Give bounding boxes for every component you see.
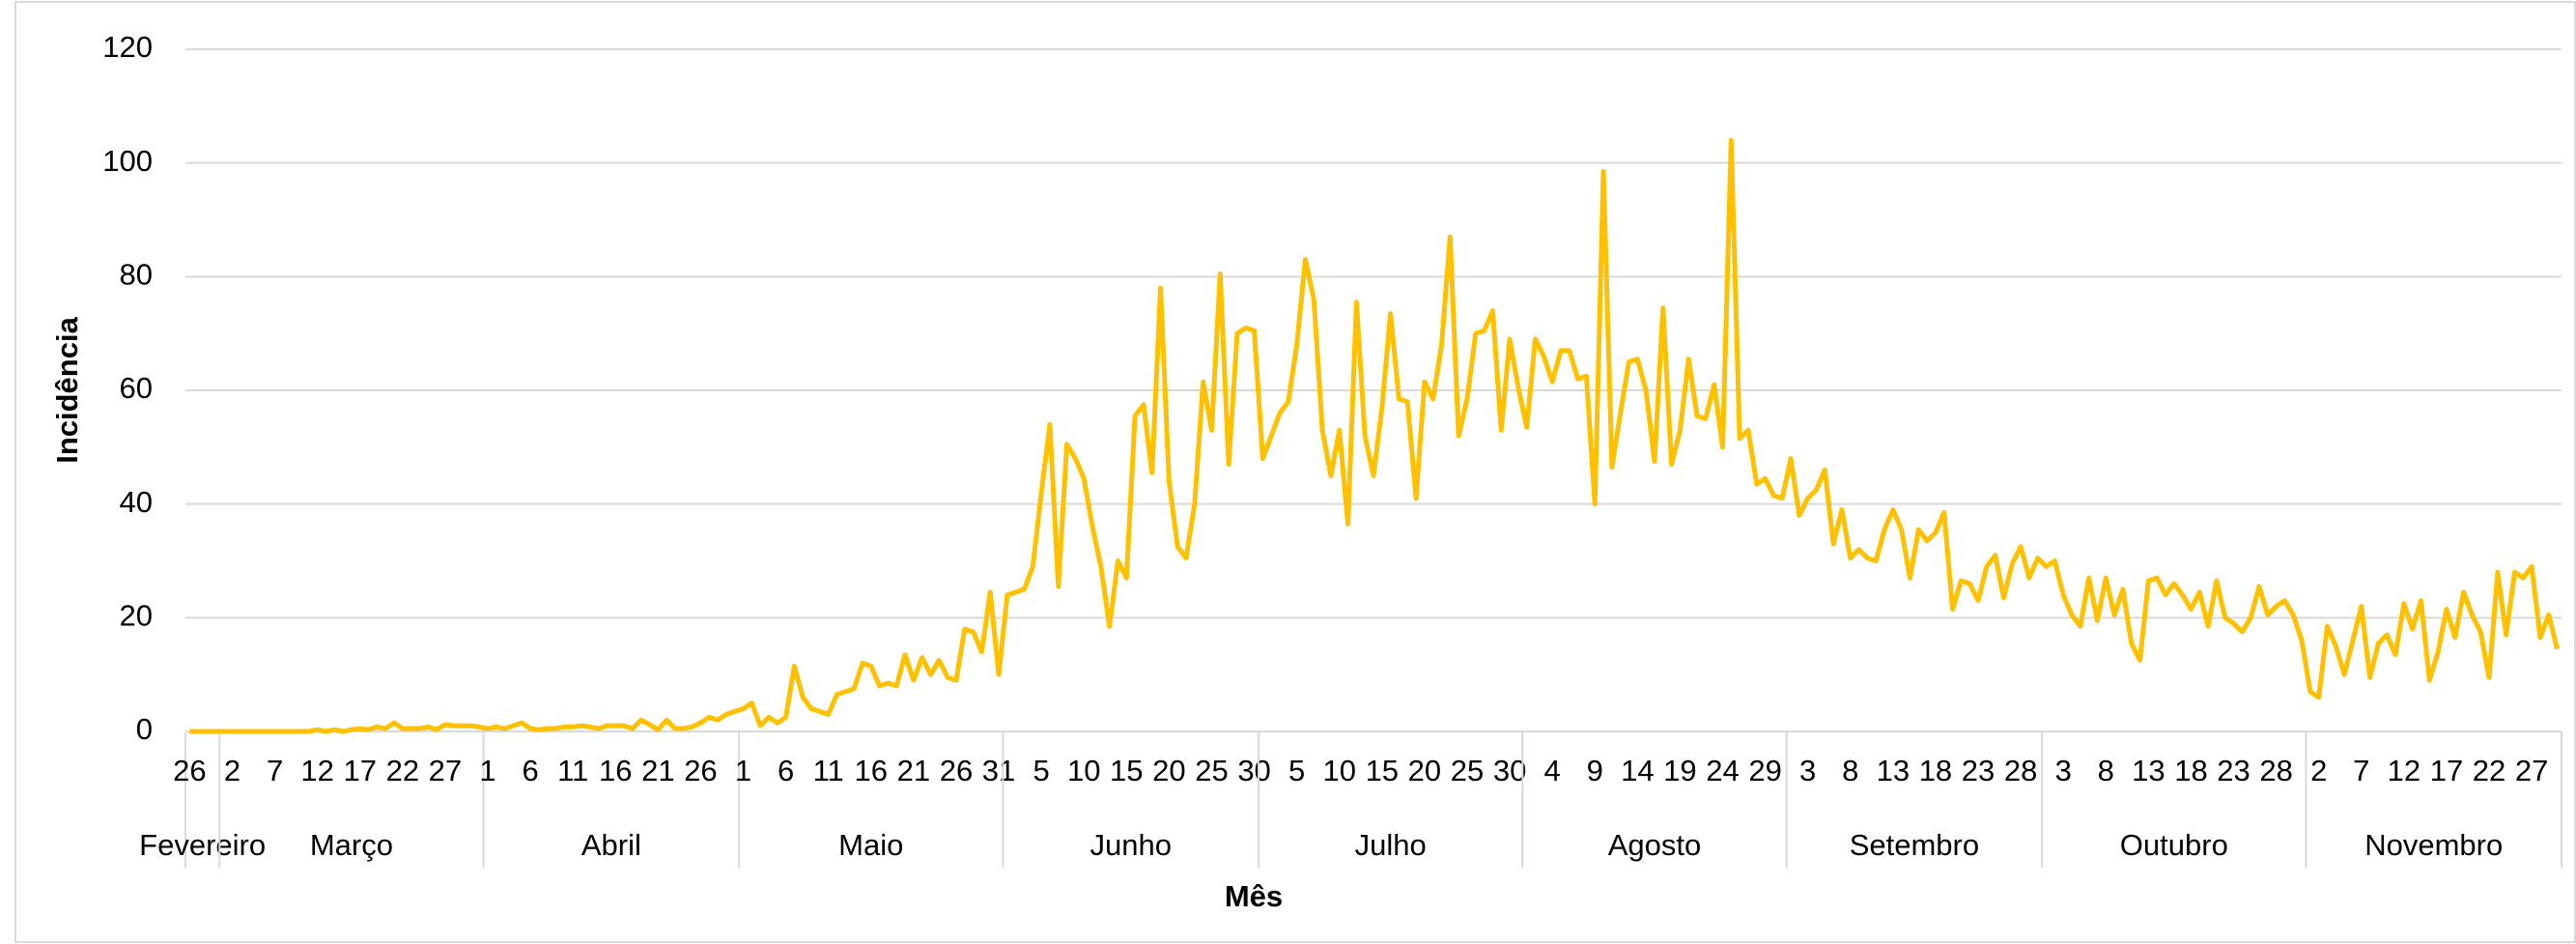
month-label: Agosto — [1608, 828, 1702, 862]
x-tick-label: 3 — [2055, 754, 2072, 787]
x-tick-label: 16 — [599, 754, 632, 787]
x-tick-label: 28 — [2259, 754, 2292, 787]
x-tick-label: 24 — [1706, 754, 1739, 787]
x-tick-label: 18 — [1919, 754, 1952, 787]
x-tick-label: 25 — [1195, 754, 1228, 787]
x-tick-label: 15 — [1110, 754, 1143, 787]
y-tick-label: 20 — [120, 599, 153, 633]
x-tick-label: 18 — [2174, 754, 2207, 787]
month-label: Abril — [581, 828, 641, 862]
x-tick-label: 22 — [386, 754, 419, 787]
month-label: Março — [310, 828, 393, 862]
x-tick-label: 27 — [429, 754, 462, 787]
month-label: Maio — [838, 828, 903, 862]
x-tick-label: 27 — [2515, 754, 2548, 787]
x-tick-label: 26 — [173, 754, 206, 787]
x-tick-label: 3 — [1799, 754, 1816, 787]
month-label: Novembro — [2364, 828, 2503, 862]
month-label: Junho — [1090, 828, 1171, 862]
x-tick-label: 17 — [344, 754, 377, 787]
x-tick-label: 14 — [1621, 754, 1654, 787]
x-tick-label: 29 — [1748, 754, 1781, 787]
x-tick-label: 8 — [2098, 754, 2114, 787]
month-label: Setembro — [1850, 828, 1979, 862]
x-tick-label: 30 — [1493, 754, 1526, 787]
x-tick-label: 4 — [1544, 754, 1561, 787]
y-axis-title: Incidência — [50, 316, 84, 463]
chart-frame — [14, 1, 2576, 943]
y-tick-label: 60 — [120, 371, 153, 405]
x-axis-title: Mês — [1225, 879, 1283, 913]
x-tick-label: 21 — [641, 754, 674, 787]
x-tick-label: 6 — [778, 754, 794, 787]
x-tick-label: 8 — [1842, 754, 1858, 787]
x-tick-label: 10 — [1067, 754, 1100, 787]
x-tick-label: 26 — [684, 754, 717, 787]
y-tick-label: 40 — [120, 485, 153, 519]
x-tick-label: 20 — [1408, 754, 1441, 787]
month-label: Fevereiro — [139, 828, 266, 862]
y-tick-label: 100 — [102, 144, 153, 178]
x-tick-label: 9 — [1587, 754, 1603, 787]
x-tick-label: 10 — [1322, 754, 1355, 787]
x-tick-label: 2 — [2310, 754, 2327, 787]
x-tick-label: 13 — [1877, 754, 1910, 787]
y-tick-label: 80 — [120, 258, 153, 292]
x-tick-label: 25 — [1451, 754, 1484, 787]
x-tick-label: 12 — [300, 754, 333, 787]
x-tick-label: 22 — [2473, 754, 2505, 787]
x-tick-label: 6 — [522, 754, 538, 787]
x-tick-label: 11 — [557, 754, 588, 787]
x-tick-label: 23 — [1962, 754, 1995, 787]
x-tick-label: 12 — [2388, 754, 2420, 787]
x-tick-label: 16 — [855, 754, 888, 787]
x-tick-label: 19 — [1663, 754, 1696, 787]
data-line — [189, 137, 2561, 734]
x-tick-label: 11 — [813, 754, 844, 787]
x-tick-label: 1 — [479, 754, 495, 787]
y-tick-label: 120 — [102, 30, 153, 64]
x-tick-label: 2 — [224, 754, 241, 787]
x-tick-label: 5 — [1288, 754, 1305, 787]
x-tick-label: 15 — [1366, 754, 1399, 787]
x-tick-label: 1 — [735, 754, 751, 787]
x-tick-label: 26 — [940, 754, 973, 787]
x-tick-label: 31 — [982, 754, 1015, 787]
y-tick-label: 0 — [136, 712, 153, 746]
x-tick-label: 7 — [2353, 754, 2369, 787]
month-label: Outubro — [2120, 828, 2228, 862]
month-label: Julho — [1355, 828, 1427, 862]
x-tick-label: 20 — [1152, 754, 1185, 787]
x-tick-label: 17 — [2430, 754, 2463, 787]
x-tick-label: 5 — [1033, 754, 1050, 787]
x-tick-label: 30 — [1237, 754, 1270, 787]
x-tick-label: 7 — [267, 754, 283, 787]
x-tick-label: 13 — [2132, 754, 2165, 787]
x-tick-label: 28 — [2004, 754, 2037, 787]
x-tick-label: 21 — [897, 754, 930, 787]
x-tick-label: 23 — [2217, 754, 2250, 787]
